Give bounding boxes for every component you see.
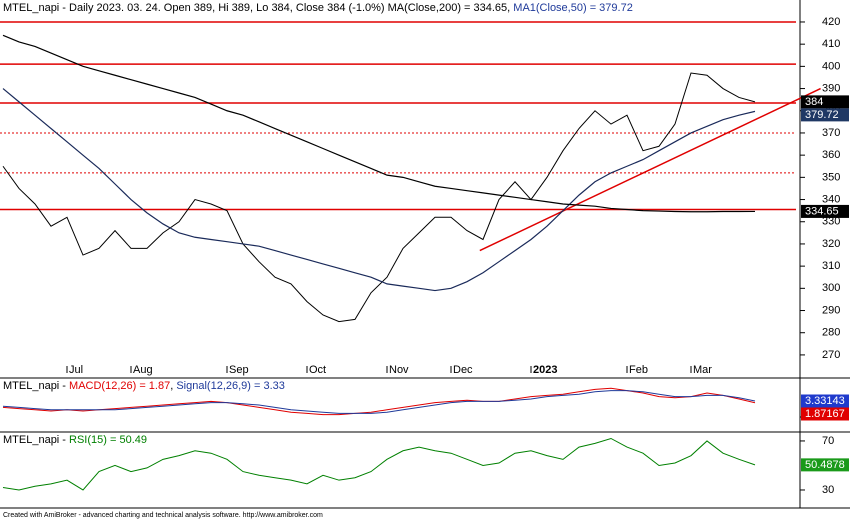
- value-box-label: 379.72: [805, 109, 839, 121]
- y-tick-label: 410: [822, 38, 840, 50]
- y-tick-label: 360: [822, 149, 840, 161]
- x-tick-label: Jul: [69, 364, 83, 376]
- value-box: [801, 95, 849, 109]
- value-box: [801, 407, 849, 421]
- x-tick-label: Mar: [693, 364, 712, 376]
- value-box: [801, 394, 849, 408]
- value-box: [801, 204, 849, 218]
- y-tick-label: 370: [822, 127, 840, 139]
- y-tick-label: 310: [822, 260, 840, 272]
- value-box-label: 384: [805, 96, 823, 108]
- y-tick-label: 320: [822, 238, 840, 250]
- title-part: MTEL_napi - Daily 2023. 03. 24. Open 389…: [3, 2, 385, 14]
- value-box: [801, 458, 849, 472]
- title-part: RSI(15) = 50.49: [69, 434, 147, 446]
- y-tick-label: 30: [822, 484, 834, 496]
- y-tick-label: 340: [822, 193, 840, 205]
- y-tick-label: 420: [822, 16, 840, 28]
- x-tick-label: Oct: [309, 364, 326, 376]
- title-part: Signal(12,26,9) = 3.33: [176, 380, 285, 392]
- y-tick-label: 280: [822, 327, 840, 339]
- series-line: [2, 437, 756, 491]
- x-tick-label: Aug: [133, 364, 153, 376]
- y-tick-label: 290: [822, 304, 840, 316]
- title-part: MA1(Close,50) = 379.72: [510, 2, 633, 14]
- series-line: [2, 88, 756, 292]
- y-tick-label: 350: [822, 171, 840, 183]
- series-line: [2, 34, 756, 213]
- series-line: [2, 72, 756, 323]
- footer: Created with AmiBroker - advanced charti…: [3, 512, 323, 519]
- value-box-label: 334.65: [805, 205, 839, 217]
- y-tick-label: 390: [822, 82, 840, 94]
- value-box-label: 50.4878: [805, 459, 845, 471]
- title-part: ,: [170, 380, 176, 392]
- y-tick-label: 300: [822, 282, 840, 294]
- x-tick-label: Dec: [453, 364, 473, 376]
- x-tick-label: Sep: [229, 364, 249, 376]
- panel-title: MTEL_napi - RSI(15) = 50.49: [3, 434, 147, 446]
- title-part: MTEL_napi -: [3, 434, 69, 446]
- y-tick-label: 400: [822, 60, 840, 72]
- value-box: [801, 108, 849, 122]
- y-tick-label: 70: [822, 435, 834, 447]
- panel-title: MTEL_napi - Daily 2023. 03. 24. Open 389…: [3, 2, 633, 14]
- series-line: [2, 390, 756, 414]
- x-tick-label: 2023: [533, 364, 557, 376]
- y-tick-label: 270: [822, 349, 840, 361]
- title-part: MACD(12,26) = 1.87: [69, 380, 170, 392]
- panel-title: MTEL_napi - MACD(12,26) = 1.87, Signal(1…: [3, 380, 285, 392]
- trend-line: [479, 87, 821, 252]
- x-tick-label: Nov: [389, 364, 409, 376]
- y-tick-label: 330: [822, 216, 840, 228]
- title-part: MA(Close,200) = 334.65,: [385, 2, 511, 14]
- value-box-label: 3.33143: [805, 395, 845, 407]
- x-tick-label: Feb: [629, 364, 648, 376]
- value-box-label: 1.87167: [805, 408, 845, 420]
- title-part: MTEL_napi -: [3, 380, 69, 392]
